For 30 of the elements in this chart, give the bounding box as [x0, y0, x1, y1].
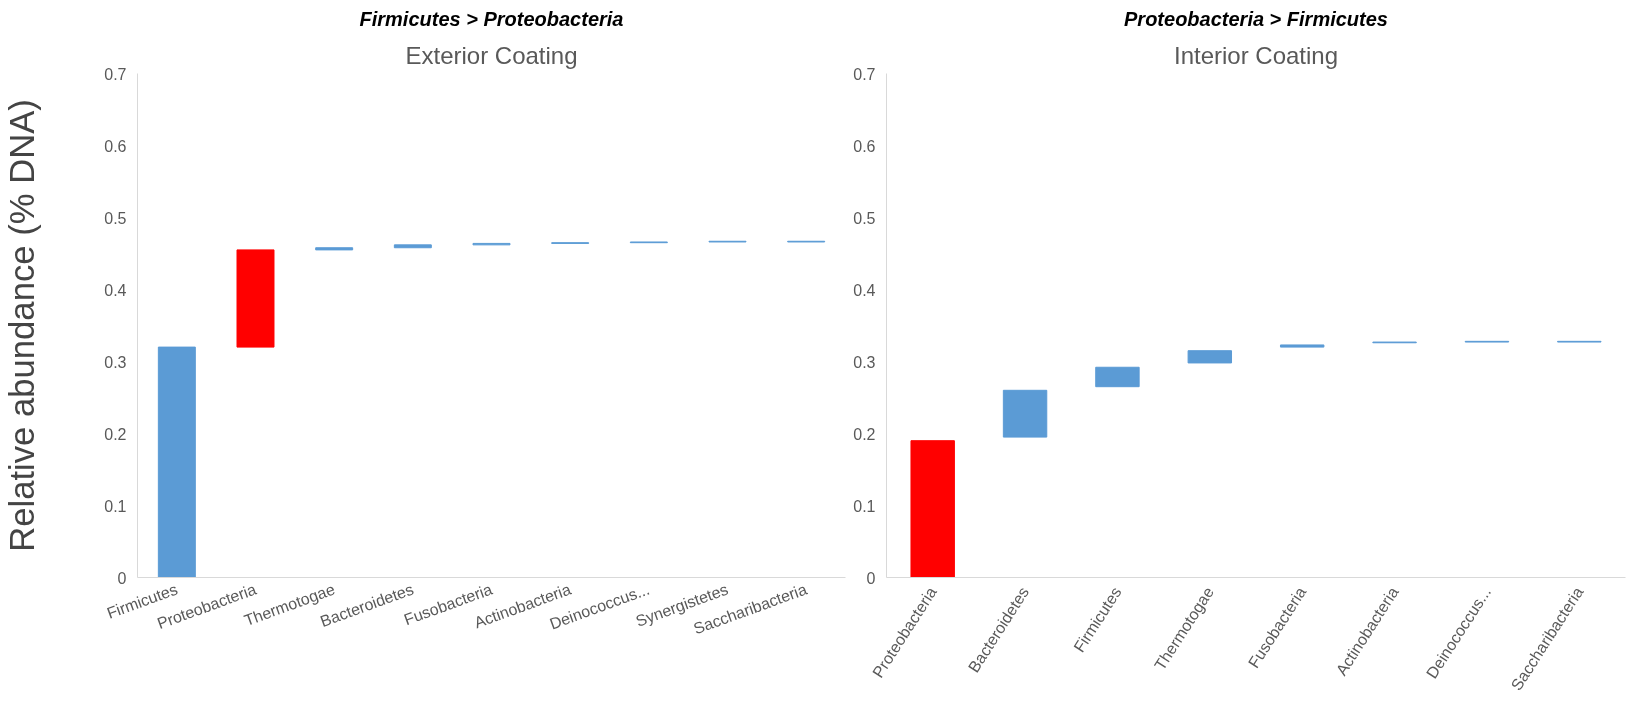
y-tick-label: 0.5: [104, 209, 127, 227]
y-tick-label: 0.3: [853, 353, 876, 371]
y-tick-label: 0.3: [104, 353, 127, 371]
bar: [1095, 366, 1140, 388]
y-axis-title: Relative abundance (% DNA): [3, 99, 42, 552]
text: Proteobacteria > Firmicutes: [1124, 7, 1388, 30]
y-tick-label: 0.7: [853, 65, 876, 83]
y-tick-label: 0.4: [853, 281, 876, 299]
bar: [1187, 350, 1233, 364]
y-tick-label: 0.1: [853, 497, 876, 515]
y-tick-label: 0.6: [104, 137, 127, 155]
y-tick-label: 0.5: [853, 209, 876, 227]
y-tick-label: 0: [117, 569, 127, 587]
bar: [315, 247, 354, 251]
y-tick-label: 0.2: [853, 425, 876, 443]
text: Firmicutes > Proteobacteria: [359, 7, 624, 30]
y-tick-label: 0.2: [104, 425, 127, 443]
bar: [157, 346, 196, 578]
y-tick-label: 0.1: [104, 497, 127, 515]
chart-title: Interior Coating: [1173, 41, 1339, 69]
y-tick-label: 0.4: [104, 281, 127, 299]
y-tick-label: 0.7: [104, 65, 127, 83]
bar: [236, 249, 275, 348]
bar: [1002, 389, 1048, 438]
bar: [910, 440, 955, 578]
bar: [1279, 344, 1325, 348]
y-tick-label: 0.6: [853, 137, 876, 155]
y-tick-label: 0: [866, 569, 876, 587]
chart-title: Exterior Coating: [405, 41, 578, 69]
bar: [393, 244, 432, 249]
